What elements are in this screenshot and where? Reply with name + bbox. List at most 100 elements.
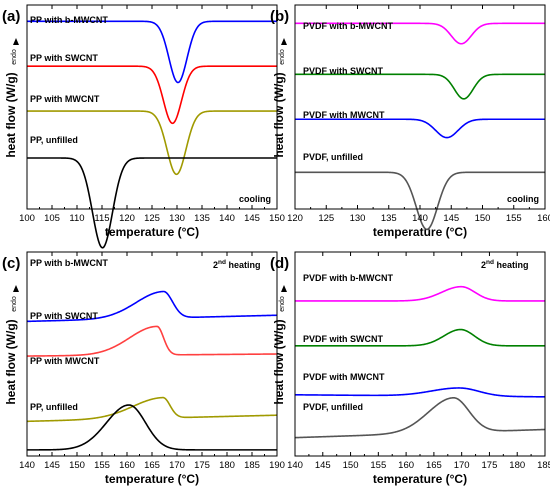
series-line-4 (27, 404, 277, 451)
condition-text: 2 (481, 260, 486, 270)
series-line-3 (26, 396, 278, 423)
series-label-2: PVDF with SWCNT (303, 334, 383, 344)
series-line-3 (295, 118, 545, 139)
x-tick-label: 145 (244, 213, 260, 224)
panel-b: PVDF with b-MWCNT PVDF with SWCNT PVDF wit… (270, 4, 550, 239)
panel-a: PP with b-MWCNT PP with SWCNT PP with MWCN… (2, 4, 285, 249)
x-axis-title: temperature (°C) (373, 472, 467, 486)
series-label-4: PVDF, unfilled (303, 152, 363, 162)
y-axis-title: heat flow (W/g) (4, 319, 18, 404)
series-line-3 (294, 387, 546, 398)
x-tick-label: 125 (144, 213, 160, 224)
condition-text: 2 (213, 260, 218, 270)
series-line-4 (294, 396, 546, 439)
panel-letter: (c) (2, 255, 20, 272)
condition-text: cooling (239, 194, 271, 204)
series-label-3: PP with MWCNT (30, 94, 100, 104)
x-tick-label: 190 (269, 460, 285, 471)
x-tick-label: 170 (169, 460, 185, 471)
x-tick-label: 160 (398, 460, 414, 471)
x-tick-label: 135 (381, 213, 397, 224)
x-tick-label: 150 (269, 213, 285, 224)
condition-superscript: nd (486, 259, 494, 266)
series-line-2 (26, 325, 278, 357)
y-axis-title: heat flow (W/g) (4, 72, 18, 157)
condition-rest: heating (226, 260, 261, 270)
series-label-3: PP with MWCNT (30, 356, 100, 366)
series-label-1: PVDF with b-MWCNT (303, 273, 393, 283)
series-line-1 (26, 290, 278, 323)
series-line-3 (27, 110, 277, 176)
condition-label: 2nd heating (213, 259, 260, 270)
x-tick-label: 180 (219, 460, 235, 471)
series-line-4 (295, 171, 545, 231)
panel-d: PVDF with b-MWCNT PVDF with SWCNT PVDF wit… (270, 251, 550, 486)
series-label-2: PVDF with SWCNT (303, 66, 383, 76)
x-tick-label: 150 (69, 460, 85, 471)
x-tick-label: 165 (426, 460, 442, 471)
endo-label: endo (279, 296, 286, 312)
x-tick-label: 145 (44, 460, 60, 471)
plot-frame (294, 4, 546, 210)
x-tick-label: 100 (19, 213, 35, 224)
endo-label: endo (279, 49, 286, 65)
x-tick-label: 140 (287, 460, 303, 471)
series-label-4: PP, unfilled (30, 402, 78, 412)
endo-arrow-icon (281, 285, 287, 292)
x-tick-label: 160 (537, 213, 550, 224)
x-tick-label: 180 (509, 460, 525, 471)
x-tick-label: 155 (94, 460, 110, 471)
series-label-2: PP with SWCNT (30, 311, 98, 321)
series-label-1: PVDF with b-MWCNT (303, 21, 393, 31)
condition-superscript: nd (218, 259, 226, 266)
x-tick-label: 140 (219, 213, 235, 224)
x-axis-title: temperature (°C) (105, 225, 199, 239)
y-axis-title: heat flow (W/g) (272, 72, 286, 157)
x-tick-label: 165 (144, 460, 160, 471)
x-tick-label: 155 (506, 213, 522, 224)
panel-letter: (d) (270, 255, 289, 272)
x-tick-label: 185 (244, 460, 260, 471)
panel-c: PP with b-MWCNT PP with SWCNT PP with MWCN… (2, 251, 285, 486)
endo-arrow-icon (281, 38, 287, 45)
plot-frame (26, 4, 278, 210)
panel-letter: (b) (270, 8, 289, 25)
panel-letter: (a) (2, 8, 20, 25)
x-tick-label: 110 (69, 213, 84, 224)
series-label-1: PP with b-MWCNT (30, 258, 108, 268)
x-tick-label: 185 (537, 460, 550, 471)
x-tick-label: 160 (119, 460, 135, 471)
endo-label: endo (11, 49, 18, 65)
series-line-1 (27, 20, 277, 84)
x-tick-label: 140 (19, 460, 35, 471)
series-line-2 (27, 65, 277, 125)
endo-label: endo (11, 296, 18, 312)
x-tick-label: 145 (443, 213, 459, 224)
condition-label: cooling (239, 194, 271, 204)
series-label-3: PVDF with MWCNT (303, 372, 385, 382)
x-tick-label: 125 (318, 213, 334, 224)
x-tick-label: 145 (315, 460, 331, 471)
series-label-4: PP, unfilled (30, 135, 78, 145)
x-axis-title: temperature (°C) (373, 225, 467, 239)
series-line-1 (295, 22, 545, 45)
x-tick-label: 150 (343, 460, 359, 471)
series-label-4: PVDF, unfilled (303, 402, 363, 412)
series-line-4 (27, 157, 277, 249)
x-tick-label: 135 (194, 213, 210, 224)
condition-label: cooling (507, 194, 539, 204)
x-tick-label: 115 (94, 213, 109, 224)
endo-arrow-icon (13, 285, 19, 292)
x-tick-label: 120 (287, 213, 303, 224)
y-axis-title: heat flow (W/g) (272, 319, 286, 404)
x-tick-label: 175 (194, 460, 210, 471)
x-tick-label: 120 (119, 213, 135, 224)
x-tick-label: 140 (412, 213, 428, 224)
series-label-3: PVDF with MWCNT (303, 110, 385, 120)
x-tick-label: 105 (44, 213, 60, 224)
x-tick-label: 150 (475, 213, 491, 224)
condition-rest: heating (494, 260, 529, 270)
x-tick-label: 155 (370, 460, 386, 471)
x-tick-label: 170 (454, 460, 470, 471)
